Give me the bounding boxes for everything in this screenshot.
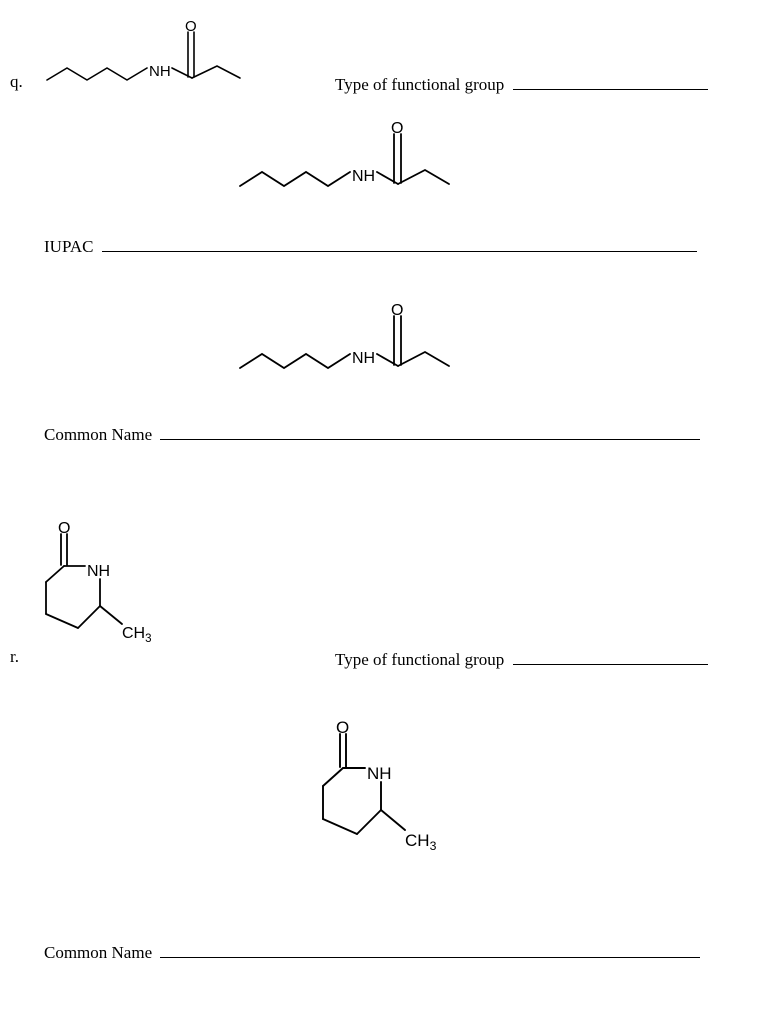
common-blank-r[interactable] <box>160 940 700 958</box>
svg-text:CH3: CH3 <box>405 831 437 853</box>
structure-r-small: O NH CH3 <box>30 520 160 660</box>
svg-text:O: O <box>391 302 403 319</box>
structure-q-bottom: NH O <box>235 302 455 380</box>
item-marker-q: q. <box>10 72 23 92</box>
structure-q-mid: NH O <box>235 120 455 198</box>
iupac-blank-q[interactable] <box>102 234 697 252</box>
common-label-text-r: Common Name <box>44 943 152 962</box>
iupac-label-text-q: IUPAC <box>44 237 93 256</box>
item-marker-r: r. <box>10 647 19 667</box>
svg-text:NH: NH <box>352 168 375 185</box>
structure-q-small: NH O <box>42 20 257 90</box>
type-label-text-r: Type of functional group <box>335 650 504 669</box>
svg-text:NH: NH <box>367 764 392 783</box>
svg-text:O: O <box>391 120 403 137</box>
svg-text:CH3: CH3 <box>122 625 152 645</box>
worksheet-page: q. NH O Type of functional group N <box>0 0 769 1020</box>
svg-text:O: O <box>336 720 349 737</box>
type-label-text-q: Type of functional group <box>335 75 504 94</box>
common-label-q: Common Name <box>44 422 700 445</box>
svg-text:O: O <box>58 520 70 537</box>
common-label-r: Common Name <box>44 940 700 963</box>
svg-text:NH: NH <box>87 563 110 580</box>
svg-text:NH: NH <box>352 350 375 367</box>
iupac-label-q: IUPAC <box>44 234 697 257</box>
structure-r-mid: O NH CH3 <box>305 720 445 870</box>
common-blank-q[interactable] <box>160 422 700 440</box>
type-label-r: Type of functional group <box>335 647 708 670</box>
type-blank-r[interactable] <box>513 647 708 665</box>
svg-text:O: O <box>185 20 197 35</box>
type-label-q: Type of functional group <box>335 72 708 95</box>
svg-text:NH: NH <box>149 63 171 80</box>
common-label-text-q: Common Name <box>44 425 152 444</box>
type-blank-q[interactable] <box>513 72 708 90</box>
